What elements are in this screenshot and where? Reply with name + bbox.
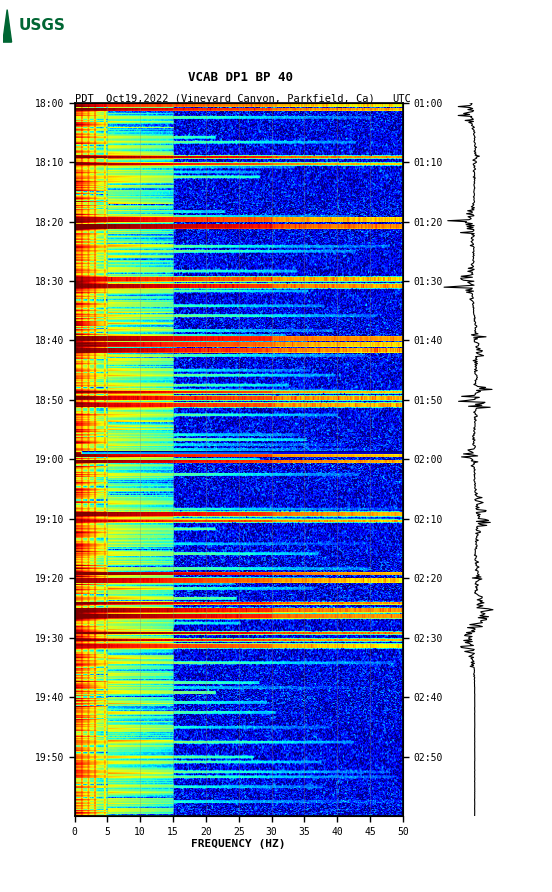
Text: PDT: PDT [75, 94, 93, 103]
X-axis label: FREQUENCY (HZ): FREQUENCY (HZ) [192, 839, 286, 849]
Text: VCAB DP1 BP 40: VCAB DP1 BP 40 [188, 70, 293, 84]
Polygon shape [3, 10, 12, 42]
Text: Oct19,2022 (Vineyard Canyon, Parkfield, Ca): Oct19,2022 (Vineyard Canyon, Parkfield, … [106, 94, 374, 103]
Text: UTC: UTC [392, 94, 411, 103]
Text: USGS: USGS [19, 19, 66, 33]
